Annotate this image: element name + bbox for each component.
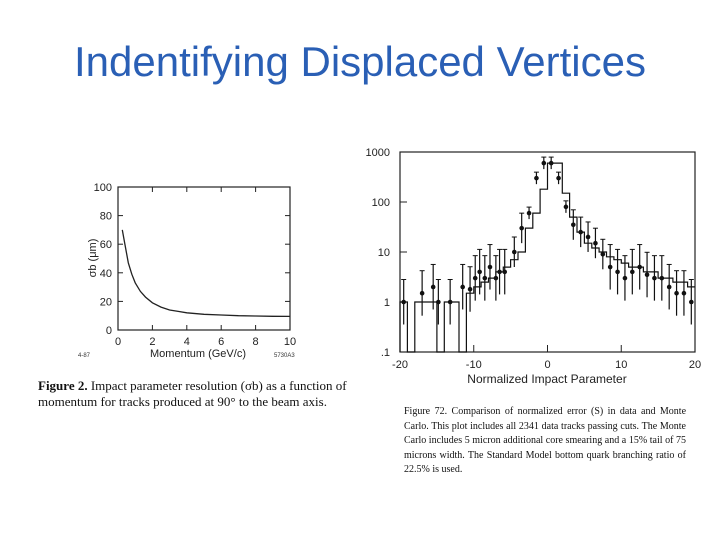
left-plot-frame bbox=[117, 186, 291, 331]
left-x-tick-label: 4 bbox=[184, 336, 190, 348]
data-point bbox=[472, 275, 478, 281]
left-y-axis-label: σb (μm) bbox=[87, 239, 99, 278]
figure-left-caption: Figure 2. Impact parameter resolution (σ… bbox=[38, 378, 383, 410]
data-point bbox=[419, 290, 425, 296]
data-point bbox=[556, 175, 561, 181]
left-x-axis-label: Momentum (GeV/c) bbox=[150, 348, 246, 360]
data-point bbox=[689, 299, 694, 305]
data-point bbox=[526, 210, 532, 216]
data-point bbox=[578, 229, 583, 235]
data-point bbox=[666, 284, 672, 290]
data-point bbox=[644, 272, 650, 278]
data-point bbox=[615, 269, 620, 275]
figure-right-caption: Figure 72. Comparison of normalized erro… bbox=[404, 405, 686, 478]
right-x-tick-label: 10 bbox=[615, 359, 627, 371]
right-x-tick-label: 0 bbox=[544, 359, 550, 371]
data-point bbox=[637, 264, 642, 270]
figure-left-caption-label: Figure 2. bbox=[38, 378, 88, 393]
left-y-tick-label: 0 bbox=[106, 325, 112, 337]
right-plot-frame bbox=[399, 151, 696, 353]
right-x-tick-label: -20 bbox=[392, 359, 408, 371]
data-point bbox=[519, 225, 524, 231]
resolution-curve bbox=[121, 229, 291, 318]
right-y-tick-label: 100 bbox=[372, 197, 390, 209]
right-y-tick-label: 1000 bbox=[366, 147, 390, 159]
data-point bbox=[659, 275, 665, 281]
data-point bbox=[593, 240, 598, 246]
right-y-tick-label: 1 bbox=[384, 297, 390, 309]
data-point bbox=[512, 249, 517, 255]
right-x-tick-label: -10 bbox=[466, 359, 482, 371]
data-point bbox=[563, 204, 569, 210]
data-point bbox=[430, 284, 436, 290]
left-y-tick-label: 20 bbox=[100, 296, 112, 308]
data-point bbox=[487, 264, 493, 270]
right-corner-label: 5730A3 bbox=[274, 353, 295, 359]
data-point bbox=[493, 275, 499, 281]
left-x-tick-label: 10 bbox=[284, 336, 296, 348]
data-point bbox=[681, 290, 687, 296]
data-point bbox=[534, 175, 539, 181]
left-x-tick-label: 0 bbox=[115, 336, 121, 348]
data-point bbox=[436, 299, 441, 305]
data-point bbox=[541, 160, 547, 166]
data-point bbox=[600, 251, 606, 257]
data-point bbox=[571, 222, 576, 228]
right-x-tick-label: 20 bbox=[689, 359, 701, 371]
data-point bbox=[502, 269, 508, 275]
data-point bbox=[674, 290, 679, 296]
left-y-tick-label: 100 bbox=[94, 182, 112, 194]
left-x-tick-label: 6 bbox=[218, 336, 224, 348]
figure-right-caption-label: Figure 72. bbox=[404, 406, 448, 417]
data-point bbox=[607, 264, 613, 270]
right-x-axis-label: Normalized Impact Parameter bbox=[467, 372, 626, 386]
data-point bbox=[585, 234, 591, 240]
data-point bbox=[460, 284, 465, 290]
data-point bbox=[477, 269, 482, 275]
figure-right-caption-text: Comparison of normalized error (S) in da… bbox=[404, 406, 687, 475]
right-y-tick-label: .1 bbox=[381, 347, 390, 359]
data-point bbox=[630, 269, 635, 275]
monte-carlo-histogram bbox=[399, 162, 695, 353]
figure-left-caption-text: Impact parameter resolution (σb) as a fu… bbox=[38, 378, 347, 409]
data-point bbox=[467, 286, 473, 292]
data-point bbox=[548, 160, 554, 166]
data-point bbox=[482, 275, 488, 281]
left-y-tick-label: 40 bbox=[100, 268, 112, 280]
slide-title: Indentifying Displaced Vertices bbox=[74, 38, 646, 85]
data-point bbox=[447, 299, 453, 305]
left-y-tick-label: 60 bbox=[100, 239, 112, 251]
data-point bbox=[652, 275, 657, 281]
left-x-tick-label: 2 bbox=[149, 336, 155, 348]
data-point bbox=[497, 269, 502, 275]
left-corner-label: 4-87 bbox=[78, 353, 91, 359]
left-y-tick-label: 80 bbox=[100, 211, 112, 223]
data-point bbox=[401, 299, 406, 305]
data-point bbox=[622, 275, 628, 281]
right-y-tick-label: 10 bbox=[378, 247, 390, 259]
left-x-tick-label: 8 bbox=[253, 336, 259, 348]
